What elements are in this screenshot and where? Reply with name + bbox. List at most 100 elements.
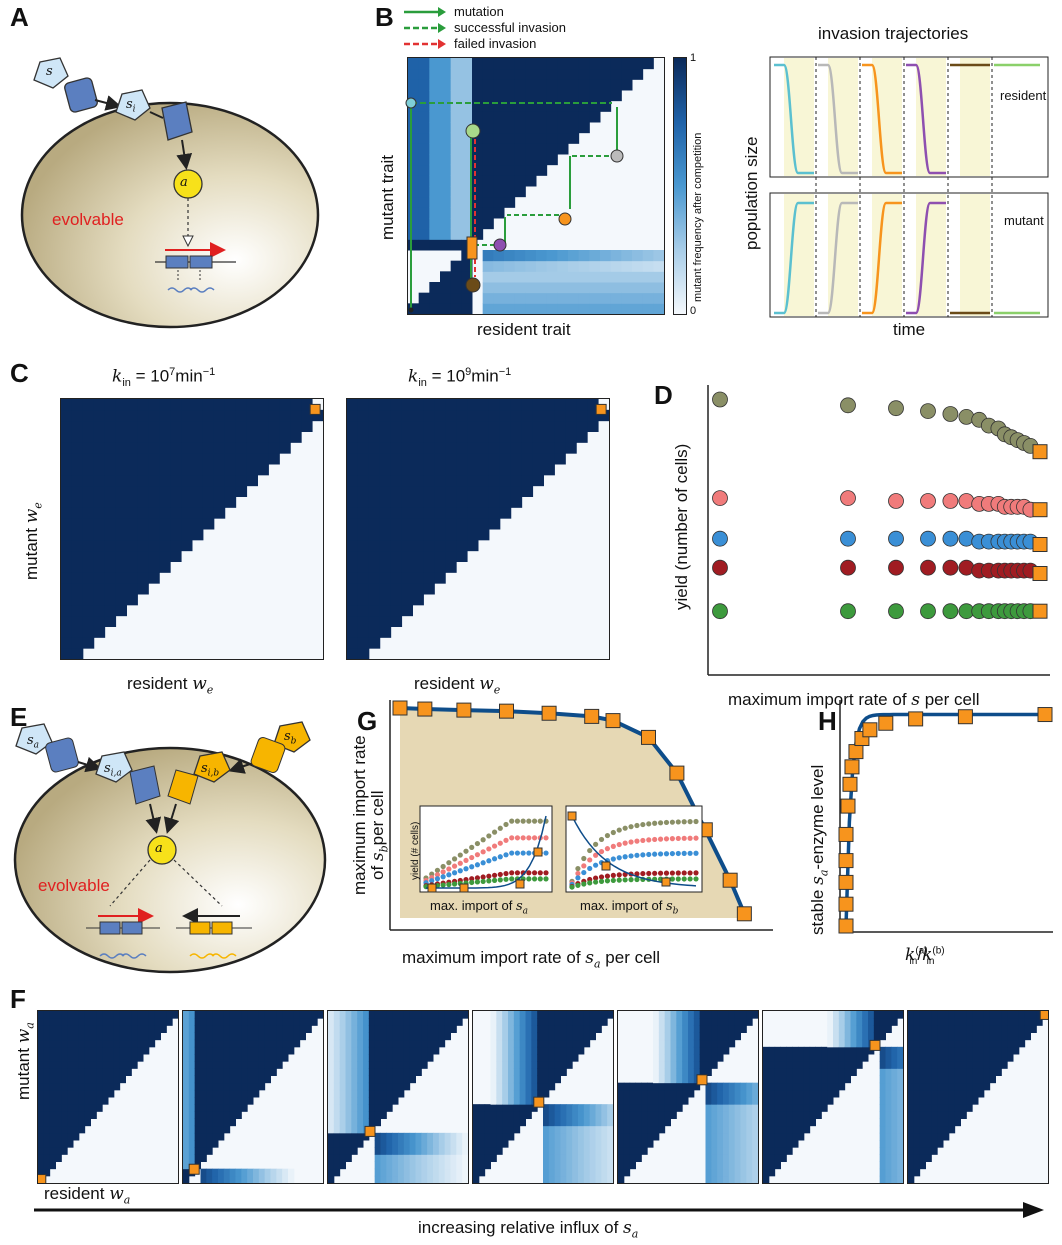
heatmap-cell bbox=[531, 1075, 538, 1084]
internal-substrate-sia-icon bbox=[95, 751, 133, 783]
heatmap-cell bbox=[717, 1140, 724, 1148]
heatmap-cell bbox=[711, 1125, 718, 1134]
heatmap-cell bbox=[780, 1089, 787, 1098]
frontier-point bbox=[722, 872, 738, 888]
legend-failed-invasion: failed invasion bbox=[454, 36, 537, 51]
heatmap-cell bbox=[202, 399, 215, 411]
heatmap-cell bbox=[433, 1011, 440, 1019]
heatmap-cell bbox=[513, 1025, 521, 1033]
heatmap-cell bbox=[333, 1011, 341, 1019]
heatmap-cell bbox=[780, 1140, 787, 1148]
heatmap-cell bbox=[192, 442, 204, 454]
heatmap-cell bbox=[554, 1032, 561, 1041]
heatmap-cell bbox=[723, 1161, 730, 1170]
heatmap-cell bbox=[408, 196, 420, 208]
heatmap-cell bbox=[160, 1025, 167, 1033]
heatmap-cell bbox=[607, 1104, 613, 1112]
heatmap-cell bbox=[653, 1132, 660, 1141]
heatmap-cell bbox=[206, 1039, 213, 1048]
heatmap-cell bbox=[531, 1046, 538, 1055]
heatmap-cell bbox=[113, 1075, 121, 1084]
inset-point bbox=[446, 872, 452, 878]
heatmap-cell bbox=[409, 1025, 416, 1033]
heatmap-cell bbox=[504, 303, 516, 314]
heatmap-cell bbox=[623, 1161, 631, 1170]
heatmap-cell bbox=[664, 1039, 671, 1048]
heatmap-cell bbox=[73, 1054, 80, 1062]
heatmap-cell bbox=[688, 1089, 695, 1098]
heatmap-cell bbox=[521, 474, 534, 487]
heatmap-cell bbox=[931, 1025, 938, 1033]
inset-point bbox=[598, 878, 605, 884]
heatmap-cell bbox=[67, 1132, 74, 1141]
heatmap-cell bbox=[78, 1061, 86, 1069]
heatmap-cell bbox=[192, 409, 204, 422]
heatmap-cell bbox=[368, 453, 381, 465]
heatmap-cell bbox=[838, 1082, 846, 1091]
heatmap-cell bbox=[618, 1097, 625, 1105]
heatmap-cell bbox=[96, 1054, 103, 1062]
heatmap-cell bbox=[502, 1039, 509, 1048]
heatmap-cell bbox=[183, 1168, 190, 1177]
heatmap-cell bbox=[610, 68, 622, 80]
heatmap-cell bbox=[589, 1032, 596, 1041]
heatmap-cell bbox=[102, 1032, 109, 1041]
heatmap-cell bbox=[913, 1018, 921, 1026]
heatmap-cell bbox=[241, 1082, 248, 1091]
heatmap-cell bbox=[513, 1125, 521, 1134]
heatmap-cell bbox=[752, 1175, 758, 1183]
heatmap-cell bbox=[717, 1154, 724, 1162]
heatmap-cell bbox=[519, 1046, 526, 1055]
heatmap-cell bbox=[931, 1046, 938, 1055]
heatmap-cell bbox=[943, 1011, 950, 1019]
heatmap-cell bbox=[1007, 1025, 1014, 1033]
heatmap-cell bbox=[104, 583, 117, 595]
heatmap-cell bbox=[717, 1125, 724, 1134]
heatmap-cell bbox=[548, 1154, 556, 1162]
heatmap-cell bbox=[241, 1061, 248, 1069]
heatmap-cell bbox=[218, 1054, 225, 1062]
heatmap-cell bbox=[462, 1175, 468, 1183]
heatmap-cell bbox=[357, 1032, 364, 1041]
heatmap-cell bbox=[607, 1154, 613, 1162]
heatmap-cell bbox=[578, 260, 590, 272]
heatmap-cell bbox=[746, 1154, 753, 1162]
heatmap-cell bbox=[623, 1132, 631, 1141]
heatmap-cell bbox=[557, 68, 569, 80]
heatmap-cell bbox=[67, 1011, 74, 1019]
heatmap-cell bbox=[412, 594, 424, 606]
heatmap-cell bbox=[510, 431, 523, 443]
heatmap-cell bbox=[444, 1032, 451, 1041]
heatmap-cell bbox=[290, 420, 302, 432]
heatmap-cell bbox=[546, 250, 558, 262]
heatmap-cell bbox=[774, 1161, 781, 1170]
heatmap-cell bbox=[418, 175, 430, 187]
heatmap-cell bbox=[224, 420, 237, 432]
heatmap-cell bbox=[374, 1154, 381, 1162]
heatmap-cell bbox=[473, 1168, 480, 1177]
heatmap-cell bbox=[288, 1046, 295, 1055]
heatmap-cell bbox=[897, 1082, 903, 1091]
heatmap-cell bbox=[192, 529, 204, 541]
heatmap-cell bbox=[536, 250, 548, 262]
heatmap-cell bbox=[601, 1161, 608, 1170]
heatmap-cell bbox=[390, 431, 403, 443]
heatmap-cell bbox=[434, 561, 446, 573]
heatmap-cell bbox=[192, 496, 204, 508]
heatmap-cell bbox=[55, 1147, 62, 1155]
heatmap-cell bbox=[595, 1025, 602, 1033]
heatmap-cell bbox=[258, 1075, 266, 1084]
heatmap-cell bbox=[792, 1068, 799, 1076]
heatmap-cell bbox=[897, 1046, 903, 1055]
heatmap-cell bbox=[618, 1161, 625, 1170]
heatmap-cell bbox=[786, 1068, 793, 1076]
heatmap-cell bbox=[390, 615, 403, 627]
heatmap-cell bbox=[931, 1097, 938, 1105]
heatmap-cell bbox=[212, 1018, 219, 1026]
heatmap-cell bbox=[601, 1104, 608, 1112]
heatmap-cell bbox=[440, 239, 452, 251]
heatmap-cell bbox=[948, 1089, 956, 1098]
heatmap-cell bbox=[84, 1104, 91, 1112]
heatmap-cell bbox=[641, 1118, 648, 1127]
heatmap-cell bbox=[502, 1011, 509, 1019]
